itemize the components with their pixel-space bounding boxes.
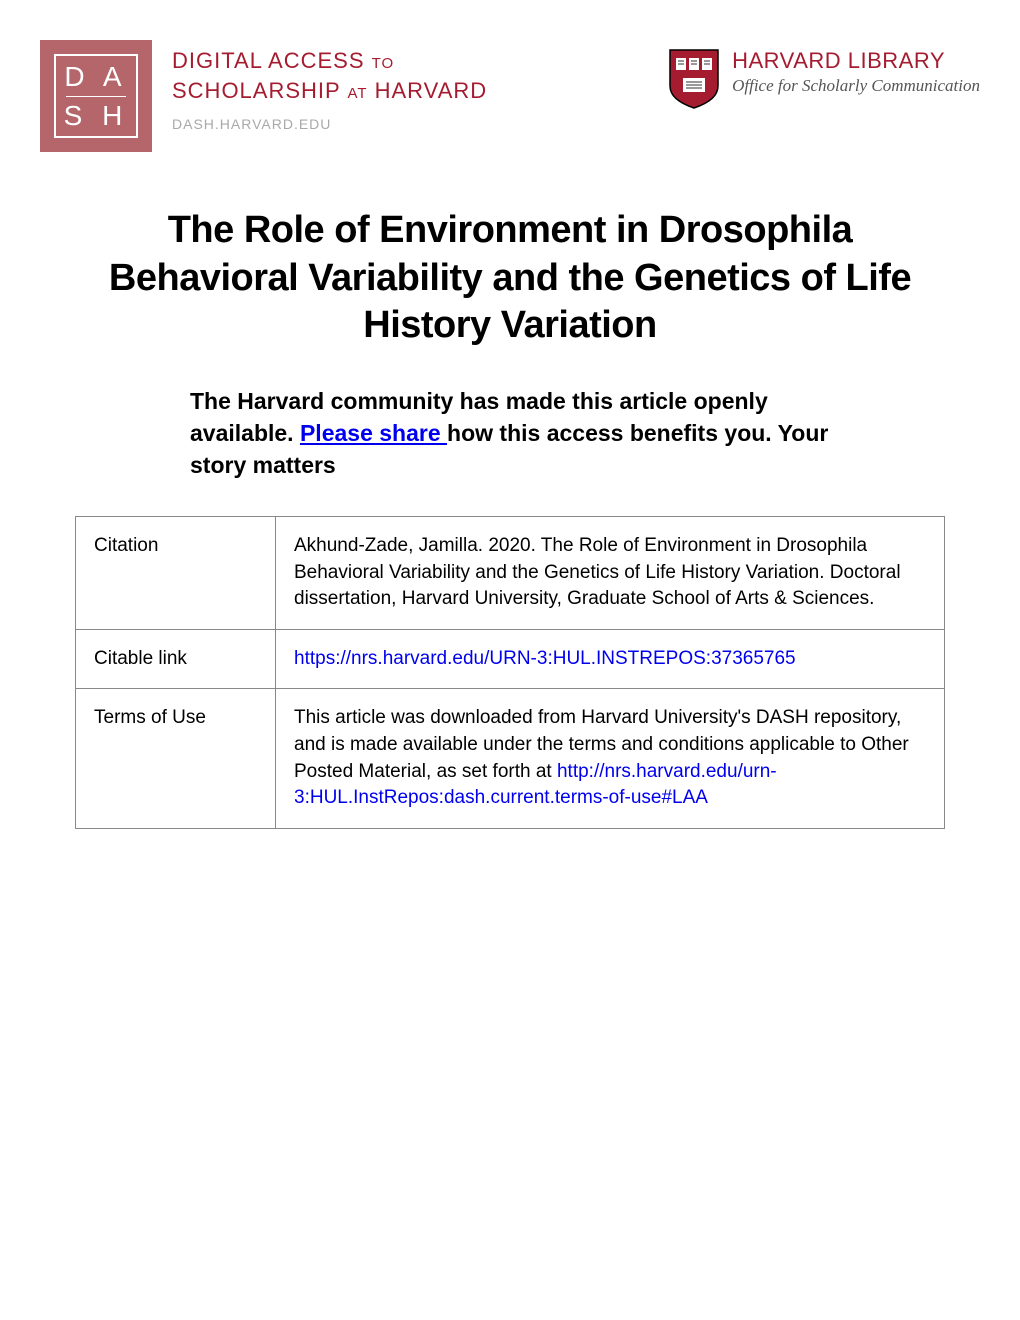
dash-logo: D A S H xyxy=(40,40,152,152)
dash-line2: SCHOLARSHIP AT HARVARD xyxy=(172,78,487,104)
article-subtitle: The Harvard community has made this arti… xyxy=(190,385,830,482)
harvard-shield-icon xyxy=(668,48,720,110)
please-share-link[interactable]: Please share xyxy=(300,420,447,446)
table-row: Terms of Use This article was downloaded… xyxy=(76,689,945,828)
terms-value: This article was downloaded from Harvard… xyxy=(276,689,945,828)
harvard-office-label: Office for Scholarly Communication xyxy=(732,76,980,96)
citable-link[interactable]: https://nrs.harvard.edu/URN-3:HUL.INSTRE… xyxy=(294,648,796,669)
page-header: D A S H DIGITAL ACCESS TO SCHOLARSHIP AT… xyxy=(40,40,980,152)
table-row: Citable link https://nrs.harvard.edu/URN… xyxy=(76,629,945,689)
header-left: D A S H DIGITAL ACCESS TO SCHOLARSHIP AT… xyxy=(40,40,487,152)
citation-label: Citation xyxy=(76,517,276,630)
article-title: The Role of Environment in Drosophila Be… xyxy=(85,207,935,350)
header-right: HARVARD LIBRARY Office for Scholarly Com… xyxy=(668,40,980,110)
harvard-library-label: HARVARD LIBRARY xyxy=(732,48,980,74)
dash-logo-inner: D A S H xyxy=(54,54,138,138)
info-table: Citation Akhund-Zade, Jamilla. 2020. The… xyxy=(75,516,945,829)
citable-link-value: https://nrs.harvard.edu/URN-3:HUL.INSTRE… xyxy=(276,629,945,689)
harvard-text-block: HARVARD LIBRARY Office for Scholarly Com… xyxy=(732,48,980,96)
dash-url: DASH.HARVARD.EDU xyxy=(172,116,487,132)
dash-logo-line2: S H xyxy=(64,99,129,133)
dash-line1: DIGITAL ACCESS TO xyxy=(172,48,487,74)
dash-logo-divider xyxy=(66,96,126,97)
citation-value: Akhund-Zade, Jamilla. 2020. The Role of … xyxy=(276,517,945,630)
table-row: Citation Akhund-Zade, Jamilla. 2020. The… xyxy=(76,517,945,630)
terms-label: Terms of Use xyxy=(76,689,276,828)
dash-text-block: DIGITAL ACCESS TO SCHOLARSHIP AT HARVARD… xyxy=(172,40,487,132)
dash-logo-line1: D A xyxy=(64,60,127,94)
citable-link-label: Citable link xyxy=(76,629,276,689)
